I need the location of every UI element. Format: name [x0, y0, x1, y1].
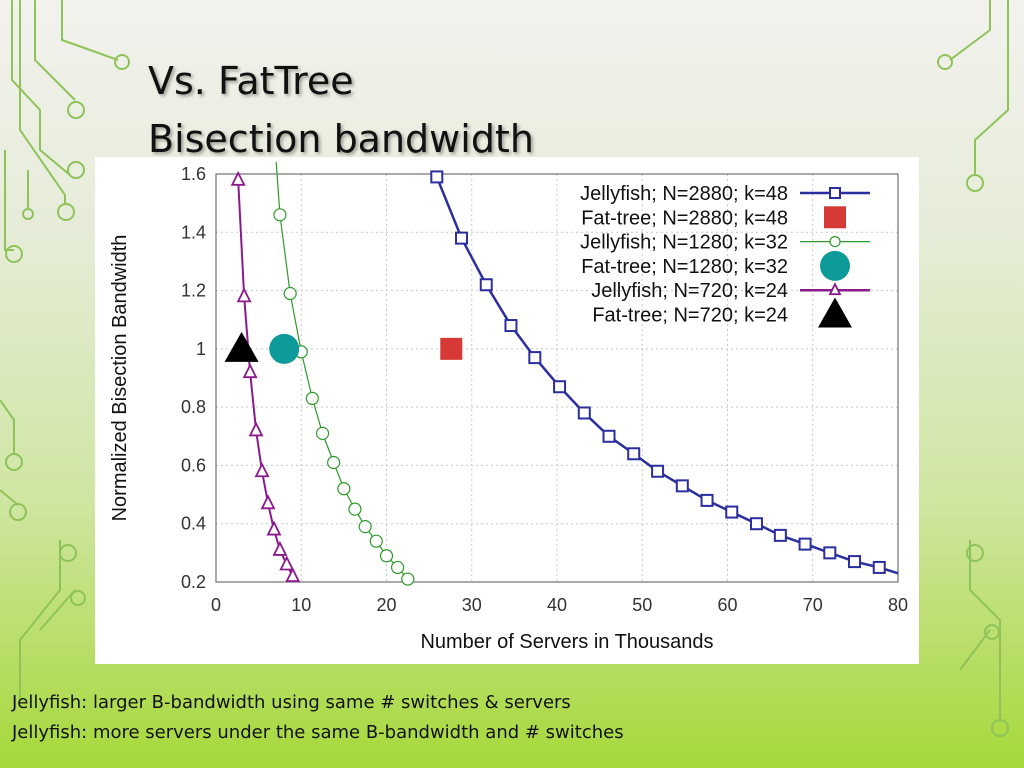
data-point — [823, 546, 837, 560]
data-point — [455, 231, 469, 245]
data-point — [440, 337, 463, 360]
series-0 — [430, 170, 898, 575]
slide-title-line-1: Vs. FatTree — [148, 59, 354, 103]
data-point — [602, 429, 616, 443]
data-point — [272, 540, 288, 556]
series-line — [237, 179, 294, 577]
y-tick-label: 1.6 — [181, 164, 206, 184]
data-point — [504, 319, 518, 333]
legend-label: Jellyfish; N=2880; k=48 — [580, 183, 788, 205]
y-tick-label: 0.6 — [181, 455, 206, 475]
x-tick-label: 60 — [717, 595, 737, 615]
x-tick-label: 0 — [211, 595, 221, 615]
data-point — [254, 462, 270, 478]
legend-swatch-marker — [824, 206, 846, 229]
data-point — [675, 479, 689, 493]
data-point — [577, 406, 591, 420]
data-point — [390, 560, 405, 575]
data-point — [273, 208, 287, 222]
data-point — [285, 567, 301, 583]
legend-swatch-marker — [818, 297, 852, 328]
series-3 — [269, 333, 300, 364]
x-tick-label: 80 — [888, 595, 908, 615]
data-point — [279, 555, 295, 571]
y-tick-label: 1.4 — [181, 222, 206, 242]
data-point — [358, 520, 372, 534]
x-tick-label: 50 — [632, 595, 652, 615]
caption-line-1: Jellyfish: larger B-bandwidth using same… — [12, 692, 571, 713]
data-point — [651, 464, 665, 478]
y-tick-label: 0.4 — [181, 514, 206, 534]
data-point — [479, 278, 493, 292]
legend-label: Fat-tree; N=720; k=24 — [592, 305, 788, 327]
x-tick-label: 20 — [376, 595, 396, 615]
data-point — [553, 380, 567, 394]
data-point — [700, 493, 714, 507]
data-point — [401, 572, 415, 586]
y-tick-label: 0.2 — [181, 572, 206, 592]
data-point — [749, 517, 763, 531]
y-tick-label: 1.2 — [181, 281, 206, 301]
captions: Jellyfish: larger B-bandwidth using same… — [12, 688, 624, 748]
series-line — [275, 162, 409, 580]
data-point — [379, 549, 394, 563]
y-tick-label: 1 — [196, 339, 206, 359]
data-point — [266, 520, 282, 536]
legend-label: Jellyfish; N=1280; k=32 — [580, 232, 788, 254]
caption-line-2: Jellyfish: more servers under the same B… — [12, 722, 624, 743]
series-2 — [273, 162, 415, 586]
data-point — [315, 426, 330, 440]
y-axis-label: Normalized Bisection Bandwidth — [109, 235, 131, 522]
series-4 — [230, 170, 301, 583]
data-point — [348, 502, 362, 516]
data-point — [305, 391, 319, 405]
legend-label: Fat-tree; N=2880; k=48 — [581, 207, 788, 229]
data-point — [773, 528, 787, 542]
y-tick-label: 0.8 — [181, 397, 206, 417]
x-tick-label: 40 — [547, 595, 567, 615]
data-point — [269, 333, 300, 364]
legend-swatch-marker — [828, 282, 842, 296]
data-point — [725, 505, 739, 519]
x-tick-label: 70 — [803, 595, 823, 615]
slide-title: Vs. FatTree Bisection bandwidth — [148, 52, 534, 168]
plot-frame — [215, 173, 899, 583]
data-point — [260, 494, 276, 510]
data-point — [236, 287, 252, 303]
bisection-bandwidth-chart: 0 10 20 30 40 50 60 70 80 0.2 0.4 0.6 0.8 1 1.2 1.4 1.6 N… — [109, 162, 908, 653]
data-point — [872, 560, 886, 574]
data-point — [242, 363, 258, 379]
series-5 — [224, 331, 259, 362]
slide-title-line-2: Bisection bandwidth — [148, 117, 534, 161]
data-point — [230, 170, 246, 186]
legend-label: Fat-tree; N=1280; k=32 — [581, 256, 788, 278]
legend-swatch-marker — [829, 187, 841, 199]
data-point — [283, 286, 297, 301]
data-point — [798, 537, 812, 551]
data-point — [248, 421, 264, 437]
chart-panel: 0 10 20 30 40 50 60 70 80 0.2 0.4 0.6 0.8 1 1.2 1.4 1.6 N… — [95, 157, 919, 664]
legend-swatch-marker — [829, 235, 841, 248]
legend-swatch-marker — [820, 250, 850, 281]
x-tick-label: 30 — [462, 595, 482, 615]
data-point — [327, 455, 341, 470]
x-axis-label: Number of Servers in Thousands — [420, 631, 713, 653]
data-point — [528, 351, 542, 365]
x-tick-label: 10 — [291, 595, 311, 615]
series-1 — [440, 337, 463, 360]
legend-label: Jellyfish; N=720; k=24 — [591, 280, 788, 302]
data-point — [848, 555, 862, 569]
data-point — [337, 482, 351, 496]
data-point — [369, 534, 383, 548]
data-point — [430, 170, 444, 184]
data-point — [224, 331, 259, 362]
data-point — [627, 447, 641, 461]
